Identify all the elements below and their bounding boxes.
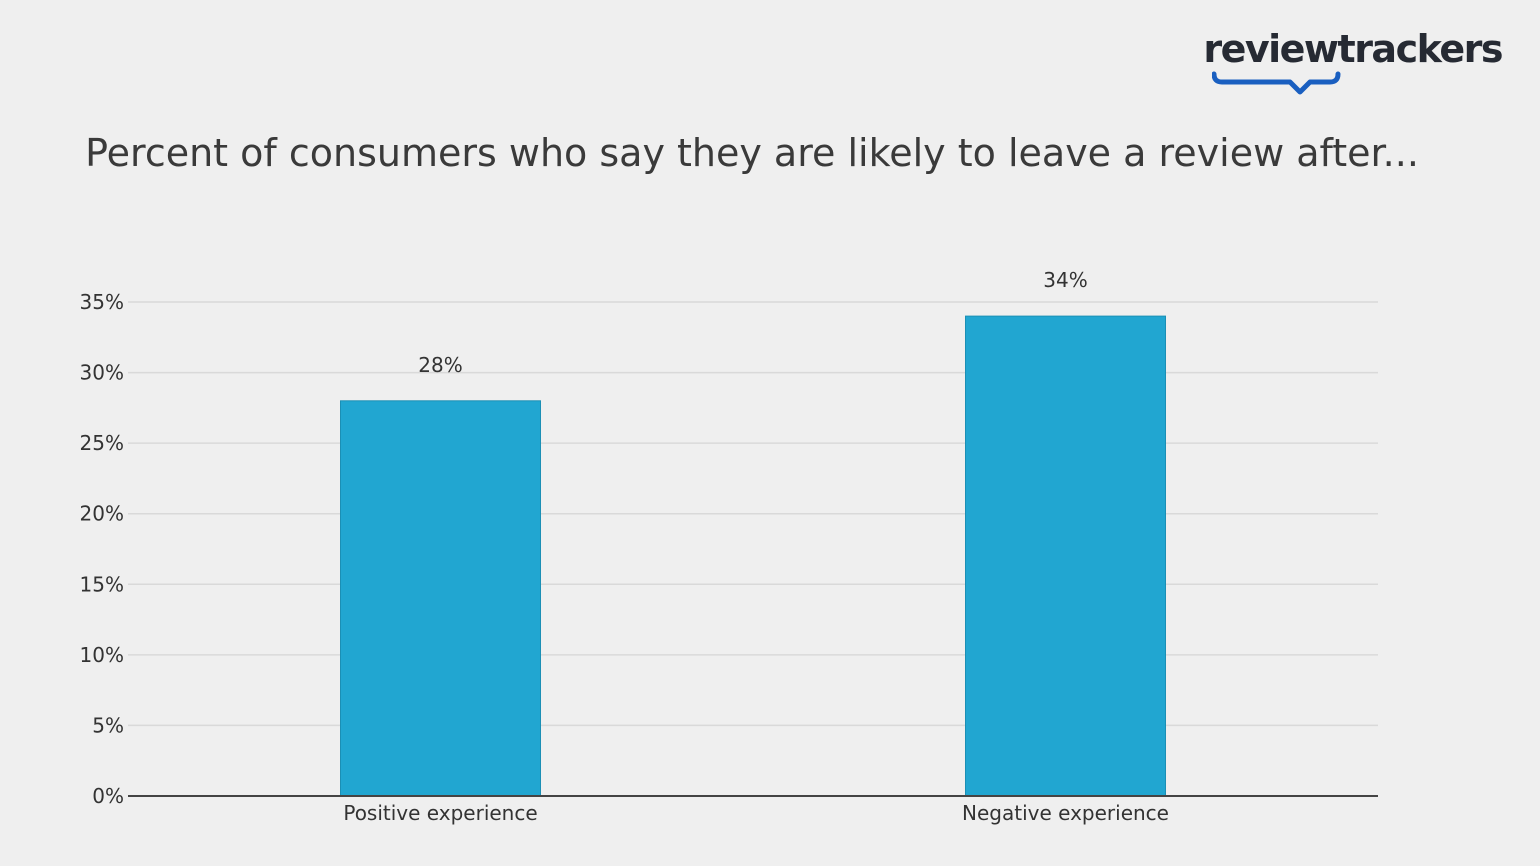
logo-text: reviewtrackers: [1203, 27, 1503, 71]
y-tick-label: 20%: [80, 502, 124, 526]
y-tick-label: 30%: [80, 361, 124, 385]
y-tick-label: 10%: [80, 643, 124, 667]
bar-value-label: 28%: [418, 353, 462, 377]
y-tick-label: 35%: [80, 290, 124, 314]
y-tick-label: 25%: [80, 431, 124, 455]
x-tick-label: Negative experience: [962, 801, 1169, 825]
reviewtrackers-logo: reviewtrackers: [1203, 26, 1503, 106]
bar-value-label: 34%: [1043, 268, 1087, 292]
y-tick-label: 0%: [92, 784, 124, 808]
speech-bubble-underline-icon: [1212, 71, 1341, 95]
bar: [340, 400, 541, 797]
x-tick-label: Positive experience: [343, 801, 537, 825]
bar: [965, 315, 1166, 797]
y-tick-label: 15%: [80, 572, 124, 596]
y-tick-label: 5%: [92, 713, 124, 737]
chart-title: Percent of consumers who say they are li…: [85, 131, 1419, 175]
